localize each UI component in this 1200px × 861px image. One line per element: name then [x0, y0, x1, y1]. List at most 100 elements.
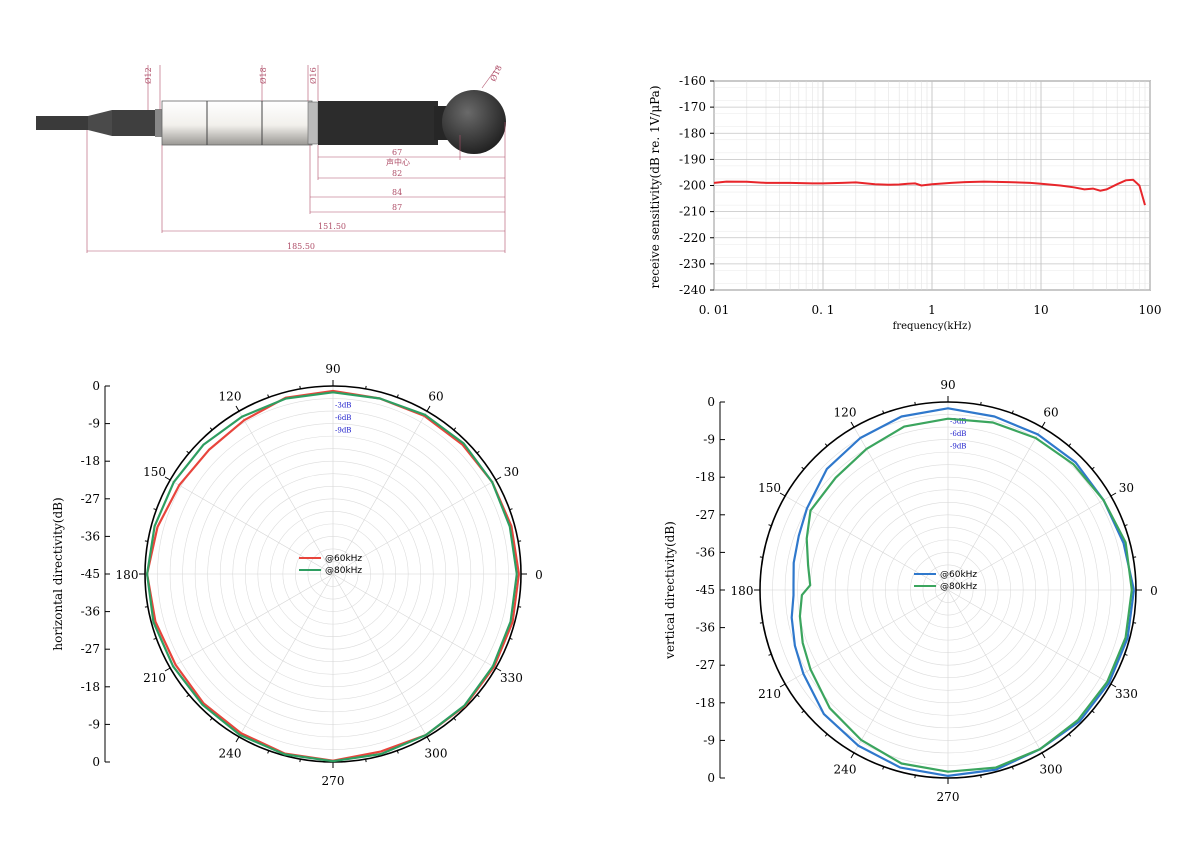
cable-taper: [88, 110, 112, 136]
angle-tick: [476, 694, 480, 698]
angle-tick: [153, 508, 157, 511]
angle-tick: [495, 476, 502, 481]
angle-tick: [164, 667, 171, 672]
angle-tick: [1110, 683, 1117, 688]
dim-87: 87: [392, 203, 402, 212]
angle-label: 120: [834, 406, 857, 420]
polar-spoke: [332, 411, 428, 575]
connector-ring: [155, 109, 163, 137]
angle-tick: [768, 524, 772, 527]
angle-tick: [1091, 466, 1095, 470]
angle-tick: [801, 466, 805, 470]
x-tick-label: 10: [1033, 303, 1048, 317]
angle-tick: [980, 775, 982, 779]
polar-spoke: [238, 573, 334, 737]
radial-tick-label: -9: [703, 733, 715, 747]
gridlines: [710, 80, 1151, 291]
x-tick-label: 100: [1139, 303, 1162, 317]
dim-d12: Ø12: [144, 67, 153, 84]
radial-tick-label: -27: [696, 658, 715, 672]
angle-tick: [850, 752, 855, 759]
polar-spoke: [332, 479, 496, 575]
horizontal-directivity-chart: horizontal directivity(dB) 0 30 60 90 120 150…: [51, 362, 543, 788]
angle-label: 30: [504, 465, 519, 479]
angle-tick: [267, 394, 270, 398]
cable: [36, 116, 88, 130]
angle-tick: [144, 606, 148, 608]
radial-tick-label: -18: [696, 696, 715, 710]
polar-spoke: [785, 589, 949, 685]
legend-label: @60kHz: [940, 570, 977, 580]
angle-label: 90: [940, 378, 955, 392]
angle-label: 300: [1040, 762, 1063, 776]
angle-tick: [1011, 410, 1014, 414]
radial-tick-label: -36: [81, 605, 100, 619]
angle-tick: [1133, 556, 1137, 558]
radial-tick-label: -9: [88, 417, 100, 431]
angle-tick: [186, 694, 190, 698]
angle-tick: [509, 637, 513, 640]
ring-label: -3dB: [335, 402, 351, 410]
angle-label: 240: [834, 762, 857, 776]
vertical-directivity-chart: vertical directivity(dB) 0 30 60 90 120 150 18…: [663, 378, 1158, 804]
angle-tick: [235, 405, 240, 412]
y-axis-label: receive sensitivity(dB re. 1V/μPa): [648, 85, 662, 288]
angle-tick: [144, 540, 148, 542]
angle-tick: [914, 775, 916, 779]
radial-tick-label: 0: [92, 379, 100, 393]
angle-tick: [518, 606, 522, 608]
angle-label: 30: [1119, 481, 1134, 495]
angle-tick: [396, 394, 399, 398]
polar-spoke: [170, 573, 334, 669]
angle-tick: [164, 476, 171, 481]
polar-spoke: [947, 589, 1111, 685]
connector: [112, 110, 162, 136]
angle-tick: [518, 540, 522, 542]
angle-tick: [209, 717, 213, 721]
radial-tick-label: -27: [81, 492, 100, 506]
angle-tick: [1068, 733, 1072, 737]
ring-label: -6dB: [335, 414, 351, 422]
dimension-lines: [86, 65, 506, 253]
ring-label: -6dB: [950, 430, 966, 438]
angle-label: 210: [143, 671, 166, 685]
dim-82: 82: [392, 169, 402, 178]
body-section: [161, 100, 313, 146]
angle-tick: [186, 450, 190, 454]
y-tick-labels: -160 -170 -180 -190 -200 -210 -220 -230 -240: [679, 74, 706, 297]
angle-tick: [396, 750, 399, 754]
radial-tick-label: -18: [81, 454, 100, 468]
legend-label: @80kHz: [325, 566, 362, 576]
angle-label: 0: [535, 568, 543, 582]
angle-tick: [453, 427, 457, 431]
angle-tick: [980, 401, 982, 405]
polar-spoke: [332, 573, 428, 737]
angle-label: 270: [322, 774, 345, 788]
angle-tick: [299, 759, 301, 763]
body-ring: [307, 101, 319, 145]
radial-tick-label: 0: [707, 771, 715, 785]
polar-spoke: [332, 573, 496, 669]
angle-tick: [495, 667, 502, 672]
legend-label: @60kHz: [325, 554, 362, 564]
angle-tick: [779, 683, 786, 688]
polar-spoke: [853, 589, 949, 753]
y-tick-label: -200: [679, 179, 706, 193]
legend-label: @80kHz: [940, 582, 977, 592]
angle-tick: [365, 759, 367, 763]
y-tick-label: -160: [679, 74, 706, 88]
angle-label: 270: [937, 790, 960, 804]
hydrophone-drawing: Ø12 Ø18 Ø16 Ø18 67 声中心 82 84 87 151.50 1…: [36, 64, 506, 253]
radial-tick-label: -18: [696, 470, 715, 484]
ring-label: -9dB: [335, 427, 351, 435]
y-tick-label: -210: [679, 205, 706, 219]
angle-label: 330: [1115, 687, 1138, 701]
dim-185-50: 185.50: [287, 242, 315, 251]
angle-tick: [801, 710, 805, 714]
dim-sphere-d18: Ø18: [489, 64, 504, 83]
angle-tick: [882, 410, 885, 414]
angle-tick: [426, 736, 431, 743]
x-tick-label: 1: [928, 303, 936, 317]
angle-tick: [759, 622, 763, 624]
angle-tick: [476, 450, 480, 454]
